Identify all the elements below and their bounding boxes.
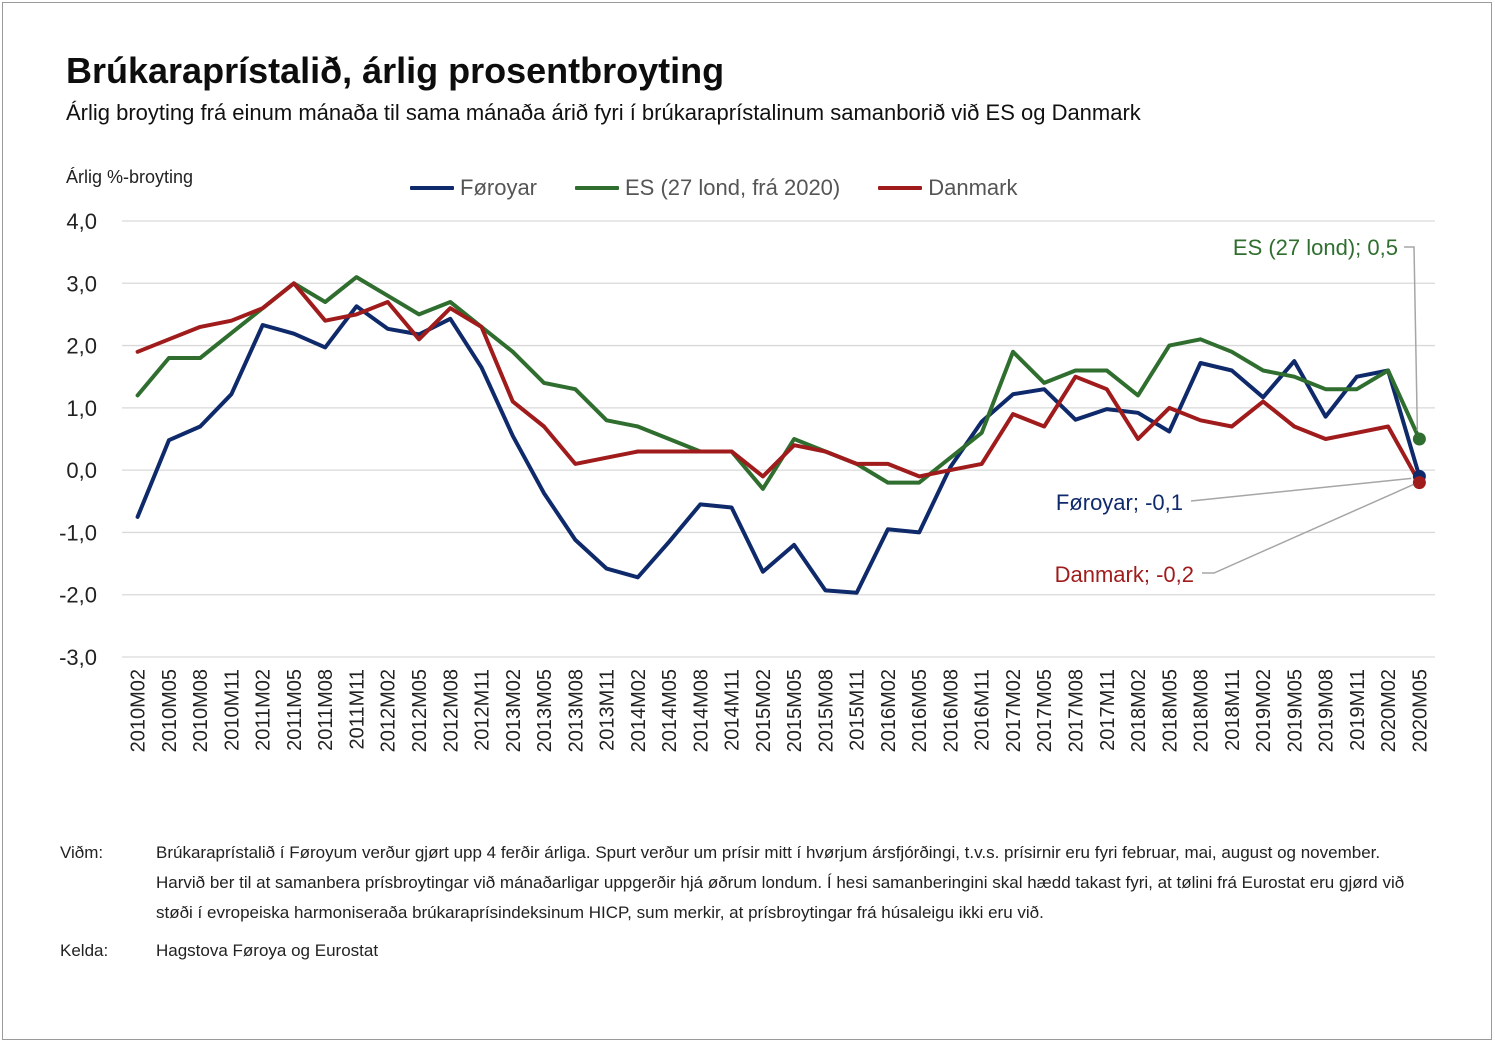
series-line-1 [135,275,1422,491]
x-tick-label: 2010M08 [190,669,212,752]
annotation-leader-line [1404,246,1419,432]
annotation-label: Føroyar; -0,1 [1056,490,1183,515]
series-line-0 [135,304,1422,595]
chart-subtitle: Árlig broyting frá einum mánaða til sama… [66,100,1141,125]
annotation-label: ES (27 lond); 0,5 [1233,235,1398,260]
x-tick-label: 2016M02 [878,669,900,752]
x-tick-label: 2019M05 [1284,669,1306,752]
x-tick-label: 2011M08 [315,669,337,751]
source-label: Kelda: [60,941,109,960]
legend-label-es: ES (27 lond, frá 2020) [625,175,841,200]
x-tick-label: 2013M02 [503,669,525,752]
legend: Føroyar ES (27 lond, frá 2020) Danmark [410,174,1056,202]
annotation-label: Danmark; -0,2 [1055,562,1194,587]
end-point-marker-2 [1412,476,1426,490]
x-tick-label: 2012M05 [409,669,431,752]
x-tick-label: 2016M08 [940,669,962,752]
x-tick-label: 2015M02 [753,669,775,752]
legend-swatch-foroyar [410,186,454,190]
x-tick-label: 2012M02 [378,669,400,752]
chart-title: Brúkaraprístalið, árlig prosentbroyting [66,50,725,91]
x-tick-label: 2018M11 [1222,669,1244,751]
note-text: Brúkaraprístalið í Føroyum verður gjørt … [156,843,1405,922]
legend-item-es: ES (27 lond, frá 2020) [575,175,840,201]
x-tick-label: 2019M08 [1316,669,1338,752]
x-tick-label: 2013M05 [534,669,556,752]
x-tick-label: 2011M02 [253,669,275,751]
legend-item-foroyar: Føroyar [410,175,537,201]
note-row: Viðm: Brúkaraprístalið í Føroyum verður … [60,838,1420,928]
y-tick-label: -3,0 [59,645,97,670]
annotation-leader-line [1202,483,1414,574]
y-tick-label: 3,0 [66,271,97,296]
x-tick-label: 2020M02 [1378,669,1400,752]
x-tick-label: 2017M02 [1003,669,1025,752]
legend-swatch-es [575,186,619,190]
source-text: Hagstova Føroya og Eurostat [156,941,379,960]
x-tick-label: 2012M08 [440,669,462,752]
x-tick-label: 2018M08 [1191,669,1213,752]
x-tick-label: 2016M11 [972,669,994,751]
x-tick-label: 2011M05 [284,669,306,751]
y-tick-label: 2,0 [66,334,97,359]
x-tick-label: 2018M05 [1159,669,1181,752]
x-tick-label: 2019M11 [1347,669,1369,751]
x-tick-label: 2020M05 [1409,669,1431,752]
y-tick-label: 0,0 [66,458,97,483]
x-tick-label: 2017M05 [1034,669,1056,752]
series-line-2 [135,281,1422,485]
x-tick-label: 2015M11 [847,669,869,751]
x-tick-label: 2012M11 [472,669,494,751]
source-row: Kelda: Hagstova Føroya og Eurostat [60,940,1420,962]
x-tick-label: 2014M11 [722,669,744,751]
x-tick-label: 2014M08 [690,669,712,752]
x-tick-label: 2019M02 [1253,669,1275,752]
note-label: Viðm: [60,843,104,862]
x-tick-label: 2015M05 [784,669,806,752]
x-tick-label: 2018M02 [1128,669,1150,752]
y-tick-label: -2,0 [59,583,97,608]
legend-item-danmark: Danmark [878,175,1018,201]
legend-label-danmark: Danmark [928,175,1018,200]
y-axis-label: Árlig %-broyting [66,167,194,187]
x-tick-label: 2010M02 [128,669,150,752]
legend-swatch-danmark [878,186,923,190]
x-tick-label: 2015M08 [815,669,837,752]
x-tick-label: 2017M08 [1065,669,1087,752]
legend-label-foroyar: Føroyar [460,175,537,200]
y-tick-label: 4,0 [66,209,97,234]
y-tick-label: -1,0 [59,520,97,545]
x-tick-label: 2014M02 [628,669,650,752]
y-tick-label: 1,0 [66,396,97,421]
x-tick-label: 2013M08 [565,669,587,752]
notes-section: Viðm: Brúkaraprístalið í Føroyum verður … [60,838,1420,974]
x-tick-label: 2014M05 [659,669,681,752]
annotation-leader-line [1190,477,1412,502]
x-tick-label: 2010M05 [159,669,181,752]
x-tick-label: 2013M11 [597,669,619,751]
x-tick-label: 2010M11 [221,669,243,751]
x-tick-label: 2011M11 [346,669,368,749]
x-tick-label: 2016M05 [909,669,931,752]
end-point-marker-1 [1412,432,1426,446]
x-tick-label: 2017M11 [1097,669,1119,751]
